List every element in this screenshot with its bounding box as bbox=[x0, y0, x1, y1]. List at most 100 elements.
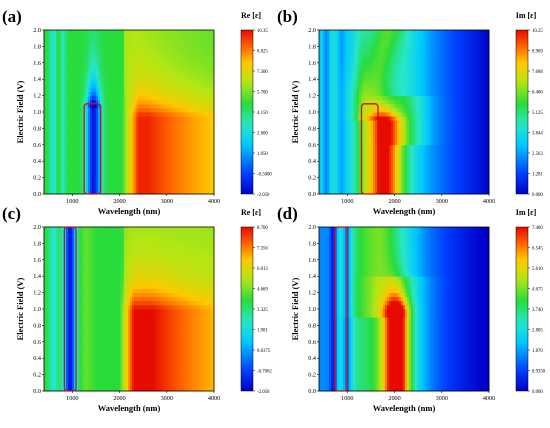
heatmap-cell bbox=[170, 99, 173, 105]
heatmap-cell bbox=[56, 153, 59, 158]
heatmap-cell bbox=[385, 34, 388, 39]
heatmap-cell bbox=[72, 136, 75, 142]
heatmap-cell bbox=[86, 185, 89, 191]
heatmap-cell bbox=[369, 46, 372, 51]
heatmap-cell bbox=[82, 144, 85, 150]
heatmap-cell bbox=[48, 169, 51, 174]
heatmap-cell bbox=[90, 136, 93, 142]
heatmap-cell bbox=[84, 99, 87, 105]
heatmap-cell bbox=[52, 189, 55, 195]
heatmap-cell bbox=[66, 87, 69, 92]
heatmap-cell bbox=[331, 140, 334, 146]
heatmap-cell bbox=[126, 83, 129, 88]
heatmap-cell bbox=[359, 83, 362, 88]
heatmap-cell bbox=[136, 144, 139, 150]
heatmap-cell bbox=[82, 173, 85, 178]
heatmap-cell bbox=[130, 34, 133, 39]
heatmap-cell bbox=[100, 71, 103, 76]
heatmap-cell bbox=[80, 185, 83, 191]
heatmap-cell bbox=[106, 62, 109, 68]
heatmap-cell bbox=[327, 91, 330, 96]
heatmap-cell bbox=[196, 99, 199, 105]
heatmap-cell bbox=[120, 99, 123, 105]
heatmap-cell bbox=[361, 173, 364, 178]
heatmap-cell bbox=[90, 46, 93, 51]
heatmap-cell bbox=[70, 103, 73, 109]
heatmap-cell bbox=[200, 58, 203, 64]
heatmap-cell bbox=[182, 189, 185, 195]
heatmap-cell bbox=[112, 30, 115, 35]
heatmap-cell bbox=[351, 153, 354, 158]
heatmap-cell bbox=[178, 34, 181, 39]
heatmap-cell bbox=[128, 169, 131, 174]
heatmap-cell bbox=[198, 42, 201, 47]
y-tick-label: 1.8 bbox=[33, 43, 41, 50]
heatmap-cell bbox=[168, 71, 171, 76]
heatmap-cell bbox=[128, 79, 131, 84]
heatmap-cell bbox=[355, 79, 358, 84]
heatmap-cell bbox=[383, 58, 386, 64]
heatmap-cell bbox=[212, 181, 215, 187]
heatmap-cell bbox=[90, 34, 93, 39]
heatmap-cell bbox=[337, 99, 340, 105]
heatmap-cell bbox=[194, 50, 197, 55]
heatmap-cell bbox=[373, 42, 376, 47]
heatmap-cell bbox=[146, 42, 149, 47]
heatmap-cell bbox=[190, 62, 193, 68]
heatmap-cell bbox=[94, 46, 97, 51]
heatmap-cell bbox=[130, 161, 133, 166]
heatmap-cell bbox=[48, 38, 51, 43]
heatmap-cell bbox=[154, 153, 157, 158]
heatmap-cell bbox=[74, 144, 77, 150]
heatmap-cell bbox=[339, 157, 342, 162]
heatmap-cell bbox=[122, 107, 125, 113]
heatmap-cell bbox=[166, 136, 169, 142]
heatmap-cell bbox=[377, 46, 380, 51]
heatmap-cell bbox=[379, 79, 382, 84]
heatmap-cell bbox=[74, 169, 77, 174]
heatmap-cell bbox=[357, 144, 360, 150]
heatmap-cell bbox=[381, 62, 384, 68]
heatmap-cell bbox=[56, 46, 59, 51]
heatmap-cell bbox=[180, 103, 183, 109]
heatmap-cell bbox=[88, 54, 91, 60]
heatmap-cell bbox=[377, 30, 380, 35]
heatmap-cell bbox=[124, 99, 127, 105]
heatmap-cell bbox=[152, 148, 155, 154]
heatmap-cell bbox=[361, 62, 364, 68]
heatmap-cell bbox=[172, 120, 175, 125]
heatmap-cell bbox=[146, 99, 149, 105]
heatmap-cell bbox=[156, 58, 159, 64]
heatmap-cell bbox=[138, 103, 141, 109]
heatmap-cell bbox=[84, 157, 87, 162]
heatmap-cell bbox=[66, 120, 69, 125]
heatmap-cell bbox=[102, 95, 105, 101]
heatmap-cell bbox=[150, 83, 153, 88]
heatmap-cell bbox=[182, 157, 185, 162]
heatmap-cell bbox=[379, 153, 382, 158]
heatmap-cell bbox=[142, 46, 145, 51]
heatmap-cell bbox=[146, 34, 149, 39]
heatmap-cell bbox=[134, 95, 137, 101]
heatmap-cell bbox=[182, 144, 185, 150]
heatmap-cell bbox=[94, 120, 97, 125]
heatmap-cell bbox=[54, 46, 57, 51]
heatmap-cell bbox=[371, 50, 374, 55]
heatmap-cell bbox=[136, 50, 139, 55]
heatmap-cell bbox=[168, 140, 171, 146]
heatmap-cell bbox=[325, 185, 328, 191]
heatmap-cell bbox=[168, 30, 171, 35]
heatmap-cell bbox=[333, 66, 336, 72]
heatmap-cell bbox=[124, 185, 127, 191]
heatmap-cell bbox=[50, 71, 53, 76]
heatmap-cell bbox=[373, 144, 376, 150]
heatmap-cell bbox=[126, 144, 129, 150]
x-tick-label: 2000 bbox=[113, 198, 125, 205]
heatmap-cell bbox=[176, 173, 179, 178]
heatmap-cell bbox=[359, 99, 362, 105]
heatmap-cell bbox=[200, 79, 203, 84]
heatmap-cell bbox=[80, 161, 83, 166]
heatmap-cell bbox=[130, 30, 133, 35]
heatmap-cell bbox=[192, 66, 195, 72]
heatmap-cell bbox=[116, 95, 119, 101]
